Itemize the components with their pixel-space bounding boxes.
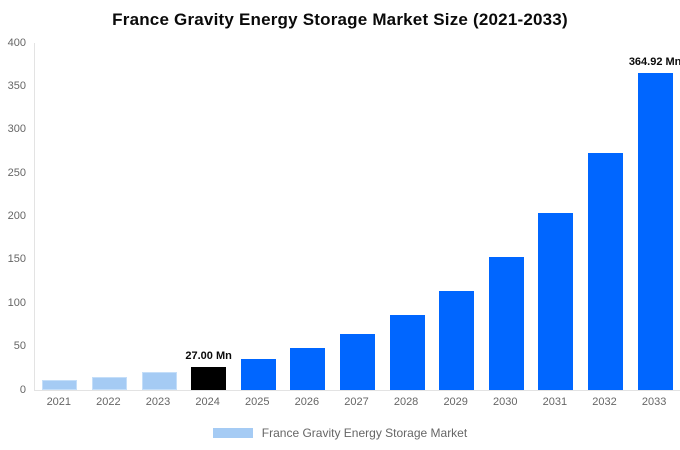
x-tick-label-2024: 2024 xyxy=(195,396,220,408)
bar-group-2026 xyxy=(283,43,333,390)
x-tick-label-2023: 2023 xyxy=(145,396,171,408)
y-tick-label-100: 100 xyxy=(7,296,26,309)
bar-group-2028 xyxy=(382,43,432,390)
bar-2022[interactable] xyxy=(91,376,127,390)
y-tick-label-200: 200 xyxy=(7,210,26,222)
legend[interactable]: France Gravity Energy Storage Market xyxy=(0,426,680,440)
value-label-2024: 27.00 Mn xyxy=(185,349,232,362)
x-tick-label-2031: 2031 xyxy=(542,396,568,408)
bar-group-2024: 27.00 Mn xyxy=(184,43,234,390)
y-tick-label-400: 400 xyxy=(7,36,26,49)
x-tick-label-2027: 2027 xyxy=(344,396,369,408)
bar-group-2030 xyxy=(481,43,531,390)
bar-group-2027 xyxy=(333,43,383,390)
bar-2028[interactable] xyxy=(389,315,425,390)
y-tick-label-150: 150 xyxy=(7,253,26,266)
bar-2031[interactable] xyxy=(538,213,574,390)
bar-2029[interactable] xyxy=(439,291,475,390)
bar-group-2032 xyxy=(581,43,631,390)
x-axis-labels: 2021 2022 2023 2024 2025 2026 2027 2028 2029 2030… xyxy=(34,396,679,408)
value-label-2033: 364.92 Mn xyxy=(628,56,680,69)
y-tick-label-300: 300 xyxy=(7,123,26,136)
x-tick-label-2030: 2030 xyxy=(493,396,518,408)
chart-title: France Gravity Energy Storage Market Siz… xyxy=(112,10,568,29)
bar-group-2025 xyxy=(233,43,283,390)
bar-2024[interactable] xyxy=(191,366,227,390)
bar-2023[interactable] xyxy=(141,372,177,390)
y-tick-label-250: 250 xyxy=(7,166,26,179)
bar-group-2033: 364.92 Mn xyxy=(628,43,680,390)
x-tick-label-2028: 2028 xyxy=(393,396,419,408)
bar-2021[interactable] xyxy=(42,380,78,390)
plot-area: 27.00 Mn 364.92 Mn xyxy=(34,43,680,391)
y-tick-label-350: 350 xyxy=(7,79,26,92)
bar-group-2023 xyxy=(134,43,184,390)
bar-group-2029 xyxy=(432,43,482,390)
y-tick-label-50: 50 xyxy=(13,340,26,353)
bar-2025[interactable] xyxy=(240,358,276,390)
legend-label[interactable]: France Gravity Energy Storage Market xyxy=(261,426,468,440)
x-tick-label-2032: 2032 xyxy=(592,396,617,408)
bar-2030[interactable] xyxy=(488,257,524,390)
x-tick-label-2022: 2022 xyxy=(96,396,121,408)
bar-2032[interactable] xyxy=(588,153,623,390)
y-axis-labels: 0 50 100 150 200 250 300 350 400 xyxy=(0,0,28,450)
x-tick-label-2033: 2033 xyxy=(641,396,667,408)
y-tick-label-0: 0 xyxy=(19,383,26,396)
bar-2033[interactable] xyxy=(637,73,673,390)
bar-group-2031 xyxy=(531,43,581,390)
x-tick-label-2029: 2029 xyxy=(443,396,468,408)
bar-group-2022 xyxy=(85,43,135,390)
bar-group-2021 xyxy=(35,43,85,390)
x-tick-label-2021: 2021 xyxy=(46,396,72,408)
x-tick-label-2025: 2025 xyxy=(245,396,270,408)
x-tick-label-2026: 2026 xyxy=(294,396,320,408)
bar-2026[interactable] xyxy=(290,348,326,390)
bar-2027[interactable] xyxy=(339,334,375,390)
legend-swatch[interactable] xyxy=(212,428,253,438)
